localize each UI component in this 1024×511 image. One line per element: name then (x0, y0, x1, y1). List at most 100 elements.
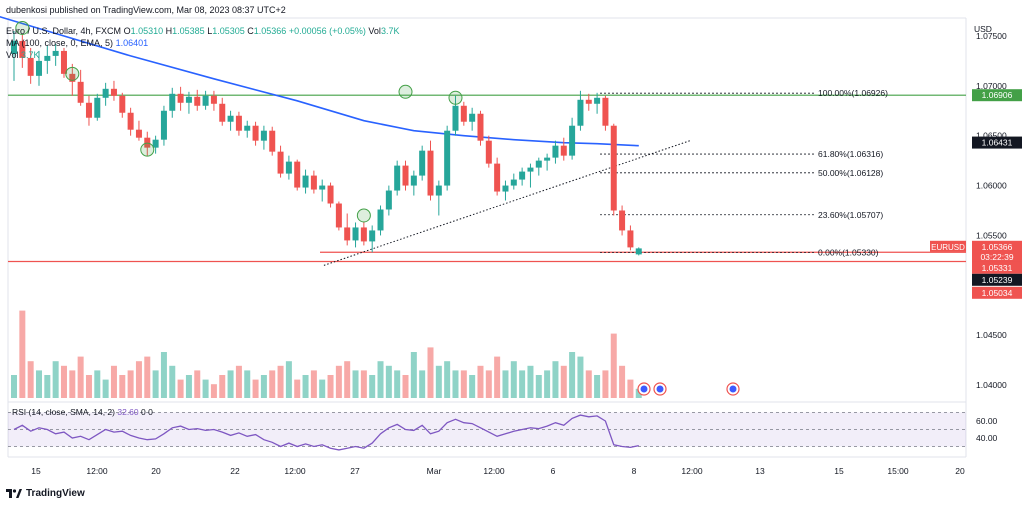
candle-body (569, 125, 576, 156)
candle-body (494, 163, 501, 192)
time-axis-tick: 20 (151, 466, 161, 476)
volume-bar (277, 365, 284, 398)
time-axis-tick: Mar (427, 466, 442, 476)
volume-bar (527, 365, 534, 398)
candle-body (402, 165, 409, 186)
volume-bar (635, 388, 642, 398)
price-axis-tick: 1.06000 (976, 181, 1007, 191)
volume-legend[interactable]: Vol 3.7K (6, 50, 40, 60)
candle-body (619, 210, 626, 231)
ohlc-open: O1.05310 (123, 26, 164, 36)
volume-bar (194, 370, 201, 398)
volume-bar (169, 365, 176, 398)
candle-body (369, 230, 376, 242)
candle-body (294, 161, 301, 188)
volume-bar (94, 370, 101, 398)
candle-body (152, 139, 159, 148)
candle-body (477, 113, 484, 141)
candle-body (244, 125, 251, 131)
volume-bar (252, 379, 259, 398)
symbol-tag-text: EURUSD (931, 243, 965, 252)
price-axis-tick: 1.04000 (976, 380, 1007, 390)
candle-body (602, 97, 609, 126)
symbol-legend[interactable]: Euro / U.S. Dollar, 4h, FXCM O1.05310 H1… (6, 26, 399, 36)
volume-bar (244, 370, 251, 398)
ma-legend[interactable]: MA (100, close, 0, EMA, 5) 1.06401 (6, 38, 148, 48)
tradingview-logo[interactable]: TradingView (6, 488, 85, 499)
volume-bar (294, 379, 301, 398)
volume-bar (452, 370, 459, 398)
volume-bar (27, 361, 34, 398)
time-axis-tick: 13 (755, 466, 765, 476)
candle-body (427, 150, 434, 196)
price-axis-tick: 1.07000 (976, 81, 1007, 91)
volume-bar (485, 370, 492, 398)
rsi-axis-tick: 60.00 (976, 416, 998, 426)
tradingview-logo-icon (6, 489, 22, 498)
volume-bar (327, 375, 334, 398)
candle-body (352, 227, 359, 241)
volume-value: 3.7K (21, 50, 40, 60)
publisher-line: dubenkosi published on TradingView.com, … (6, 5, 286, 15)
price-change: +0.00056 (+0.05%) (288, 26, 366, 36)
rsi-line (13, 414, 639, 451)
volume-bar (469, 375, 476, 398)
candle-body (60, 50, 67, 74)
candle-body (594, 97, 601, 104)
candle-body (560, 145, 567, 156)
time-axis-tick: 15 (31, 466, 41, 476)
ohlc-low: L1.05305 (207, 26, 245, 36)
price-tag-bg (972, 273, 1022, 286)
candle-body (510, 179, 517, 186)
candle-body (69, 73, 76, 82)
bar-countdown-tag: 03:22:39 (980, 252, 1013, 262)
volume-bar (494, 356, 501, 398)
candle-body (585, 99, 592, 104)
candle-body (110, 88, 117, 96)
volume-bar (369, 375, 376, 398)
volume-bar (560, 365, 567, 398)
candle-body (577, 99, 584, 126)
candle-body (219, 103, 226, 122)
candle-body (235, 115, 242, 131)
candle-body (444, 130, 451, 186)
volume-bar (385, 365, 392, 398)
volume-bar (577, 356, 584, 398)
fibonacci-level-label: 61.80%(1.06316) (818, 149, 883, 159)
volume-bar (535, 375, 542, 398)
volume-bar (210, 384, 217, 398)
candle-body (544, 157, 551, 161)
price-tag: 1.05239 (982, 275, 1013, 285)
candle-body (269, 130, 276, 152)
last-price-tag-bg (972, 240, 1022, 263)
volume-bar (402, 375, 409, 398)
volume-bar (610, 333, 617, 398)
fibonacci-level-label: 50.00%(1.06128) (818, 168, 883, 178)
volume-bar (185, 375, 192, 398)
candle-body (469, 113, 476, 122)
ascending-trendline (323, 140, 691, 266)
volume-bar (502, 370, 509, 398)
candle-body (210, 95, 217, 104)
price-tag-bg (972, 286, 1022, 299)
candle-body (460, 105, 467, 122)
time-axis-tick: 15 (834, 466, 844, 476)
volume-bar (102, 379, 109, 398)
candle-body (194, 96, 201, 106)
candle-body (94, 97, 101, 118)
volume-bar (460, 370, 467, 398)
volume-bar (35, 370, 42, 398)
rsi-legend: RSI (14, close, SMA, 14, 2) 32.60 0 0 (12, 407, 153, 417)
volume-bar (85, 375, 92, 398)
candle-body (160, 110, 167, 140)
volume-bar (477, 365, 484, 398)
volume-bar (510, 361, 517, 398)
touch-point-marker (356, 208, 371, 223)
volume-bar (219, 375, 226, 398)
price-tag: 1.06906 (982, 90, 1013, 100)
time-axis-tick: 12:00 (681, 466, 703, 476)
symbol-tag-bg (930, 240, 966, 252)
rsi-band (8, 412, 966, 447)
time-axis-tick: 22 (230, 466, 240, 476)
